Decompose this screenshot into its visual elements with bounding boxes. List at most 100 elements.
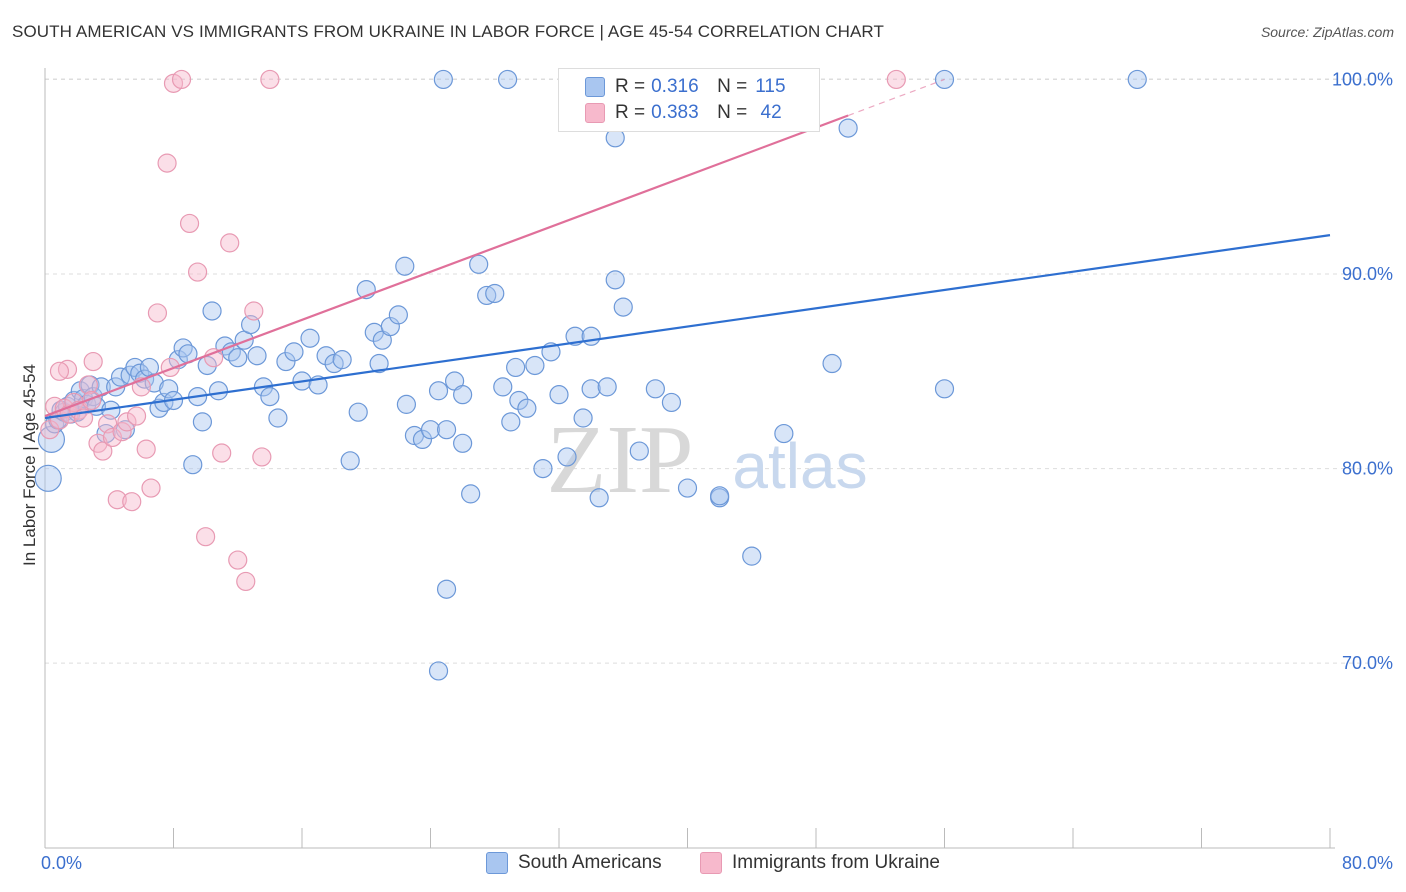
data-point xyxy=(677,478,698,498)
data-point xyxy=(228,348,248,368)
stats-r-label: R = xyxy=(615,102,646,123)
data-point xyxy=(220,233,240,253)
data-point xyxy=(661,392,682,413)
legend-label-south-americans: South Americans xyxy=(518,852,662,873)
data-point xyxy=(49,361,70,381)
data-point xyxy=(436,420,457,440)
data-point xyxy=(549,385,569,405)
data-point xyxy=(509,390,529,411)
data-point xyxy=(533,458,553,479)
data-point xyxy=(573,408,593,428)
bottom-legend: South Americans Immigrants from Ukraine xyxy=(0,852,1406,878)
data-point xyxy=(934,379,955,399)
data-point xyxy=(247,346,267,366)
data-point xyxy=(284,342,304,362)
y-axis-label: In Labor Force | Age 45-54 xyxy=(20,364,39,566)
data-point xyxy=(395,256,415,276)
watermark-zip: ZIP xyxy=(547,406,694,514)
data-point xyxy=(477,285,497,306)
legend-swatch-blue xyxy=(486,852,508,874)
data-point xyxy=(112,422,132,442)
data-point xyxy=(396,394,417,414)
trend-lines xyxy=(44,78,1331,420)
data-point xyxy=(171,69,192,90)
data-point xyxy=(613,297,633,317)
trend-line-ukraine xyxy=(44,114,849,418)
stats-n-value: 42 xyxy=(755,102,782,123)
stats-r-value: 0.383 xyxy=(651,102,699,123)
data-point xyxy=(428,661,449,681)
data-point xyxy=(144,373,164,393)
data-point xyxy=(436,579,457,599)
legend-label-ukraine: Immigrants from Ukraine xyxy=(732,852,940,873)
data-point xyxy=(202,301,222,321)
data-point xyxy=(340,451,360,471)
stats-swatch-blue xyxy=(585,77,605,97)
data-point xyxy=(886,69,906,90)
source-label: Source: ZipAtlas.com xyxy=(1260,24,1394,40)
stats-row-pink: R = 0.383 N = 42 xyxy=(559,100,782,126)
data-point xyxy=(102,427,123,448)
legend-item-south-americans[interactable]: South Americans xyxy=(486,852,662,874)
series-ukraine xyxy=(40,69,906,592)
data-point xyxy=(117,412,137,432)
data-point xyxy=(629,441,649,461)
data-point xyxy=(506,357,526,378)
data-point xyxy=(822,353,842,374)
data-point xyxy=(485,283,505,304)
trend-line-south-americans xyxy=(44,234,1331,420)
stats-legend: R = 0.316 N = 115 R = 0.383 N = 42 xyxy=(558,68,820,132)
stats-n-label: N = xyxy=(717,76,748,97)
data-point xyxy=(107,490,127,510)
data-point xyxy=(244,301,264,321)
tick-labels: 70.0% 80.0% 90.0% 100.0% 0.0% 80.0% xyxy=(41,69,1393,873)
data-point xyxy=(433,69,453,90)
data-point xyxy=(136,439,156,459)
data-point xyxy=(493,377,513,397)
data-point xyxy=(469,254,489,274)
legend-item-ukraine[interactable]: Immigrants from Ukraine xyxy=(700,852,940,874)
grid xyxy=(45,78,1370,664)
data-point xyxy=(196,527,216,547)
data-point xyxy=(1127,69,1147,90)
data-point xyxy=(208,381,229,401)
data-point xyxy=(204,348,224,368)
data-point xyxy=(332,350,352,370)
stats-row-blue: R = 0.316 N = 115 xyxy=(559,74,786,100)
data-point xyxy=(276,351,296,372)
data-point xyxy=(589,488,609,508)
data-point xyxy=(838,118,858,138)
data-point xyxy=(192,412,213,432)
data-point xyxy=(268,408,288,428)
data-point xyxy=(187,262,208,282)
data-point xyxy=(183,455,203,475)
stats-n-value: 115 xyxy=(755,76,786,97)
data-point xyxy=(348,402,368,422)
x-tick-label: 0.0% xyxy=(41,853,82,873)
data-point xyxy=(141,478,161,498)
data-point xyxy=(420,420,441,440)
data-point xyxy=(453,385,473,405)
data-point xyxy=(93,441,113,461)
y-tick-label: 90.0% xyxy=(1342,264,1393,284)
data-point xyxy=(645,379,665,399)
data-point xyxy=(412,429,433,450)
data-point xyxy=(110,367,131,387)
data-point xyxy=(212,443,232,463)
data-point xyxy=(605,270,625,290)
watermark-atlas: atlas xyxy=(732,430,867,502)
data-point xyxy=(498,69,518,90)
data-point xyxy=(525,355,545,376)
data-point xyxy=(147,303,168,323)
data-point xyxy=(157,153,177,173)
data-point xyxy=(517,398,537,418)
y-tick-label: 70.0% xyxy=(1342,653,1393,673)
data-point xyxy=(126,406,147,426)
data-point xyxy=(228,550,248,570)
stats-n-label: N = xyxy=(717,102,748,123)
data-point xyxy=(369,353,389,374)
data-point xyxy=(260,69,280,90)
data-point xyxy=(565,326,585,346)
data-point xyxy=(557,447,577,467)
